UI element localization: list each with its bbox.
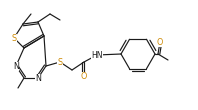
Text: HN: HN xyxy=(91,50,103,60)
Text: S: S xyxy=(57,58,63,67)
Text: S: S xyxy=(11,34,17,42)
Text: N: N xyxy=(13,61,19,71)
Text: O: O xyxy=(81,72,87,81)
Text: N: N xyxy=(35,73,41,82)
Text: O: O xyxy=(157,38,163,47)
